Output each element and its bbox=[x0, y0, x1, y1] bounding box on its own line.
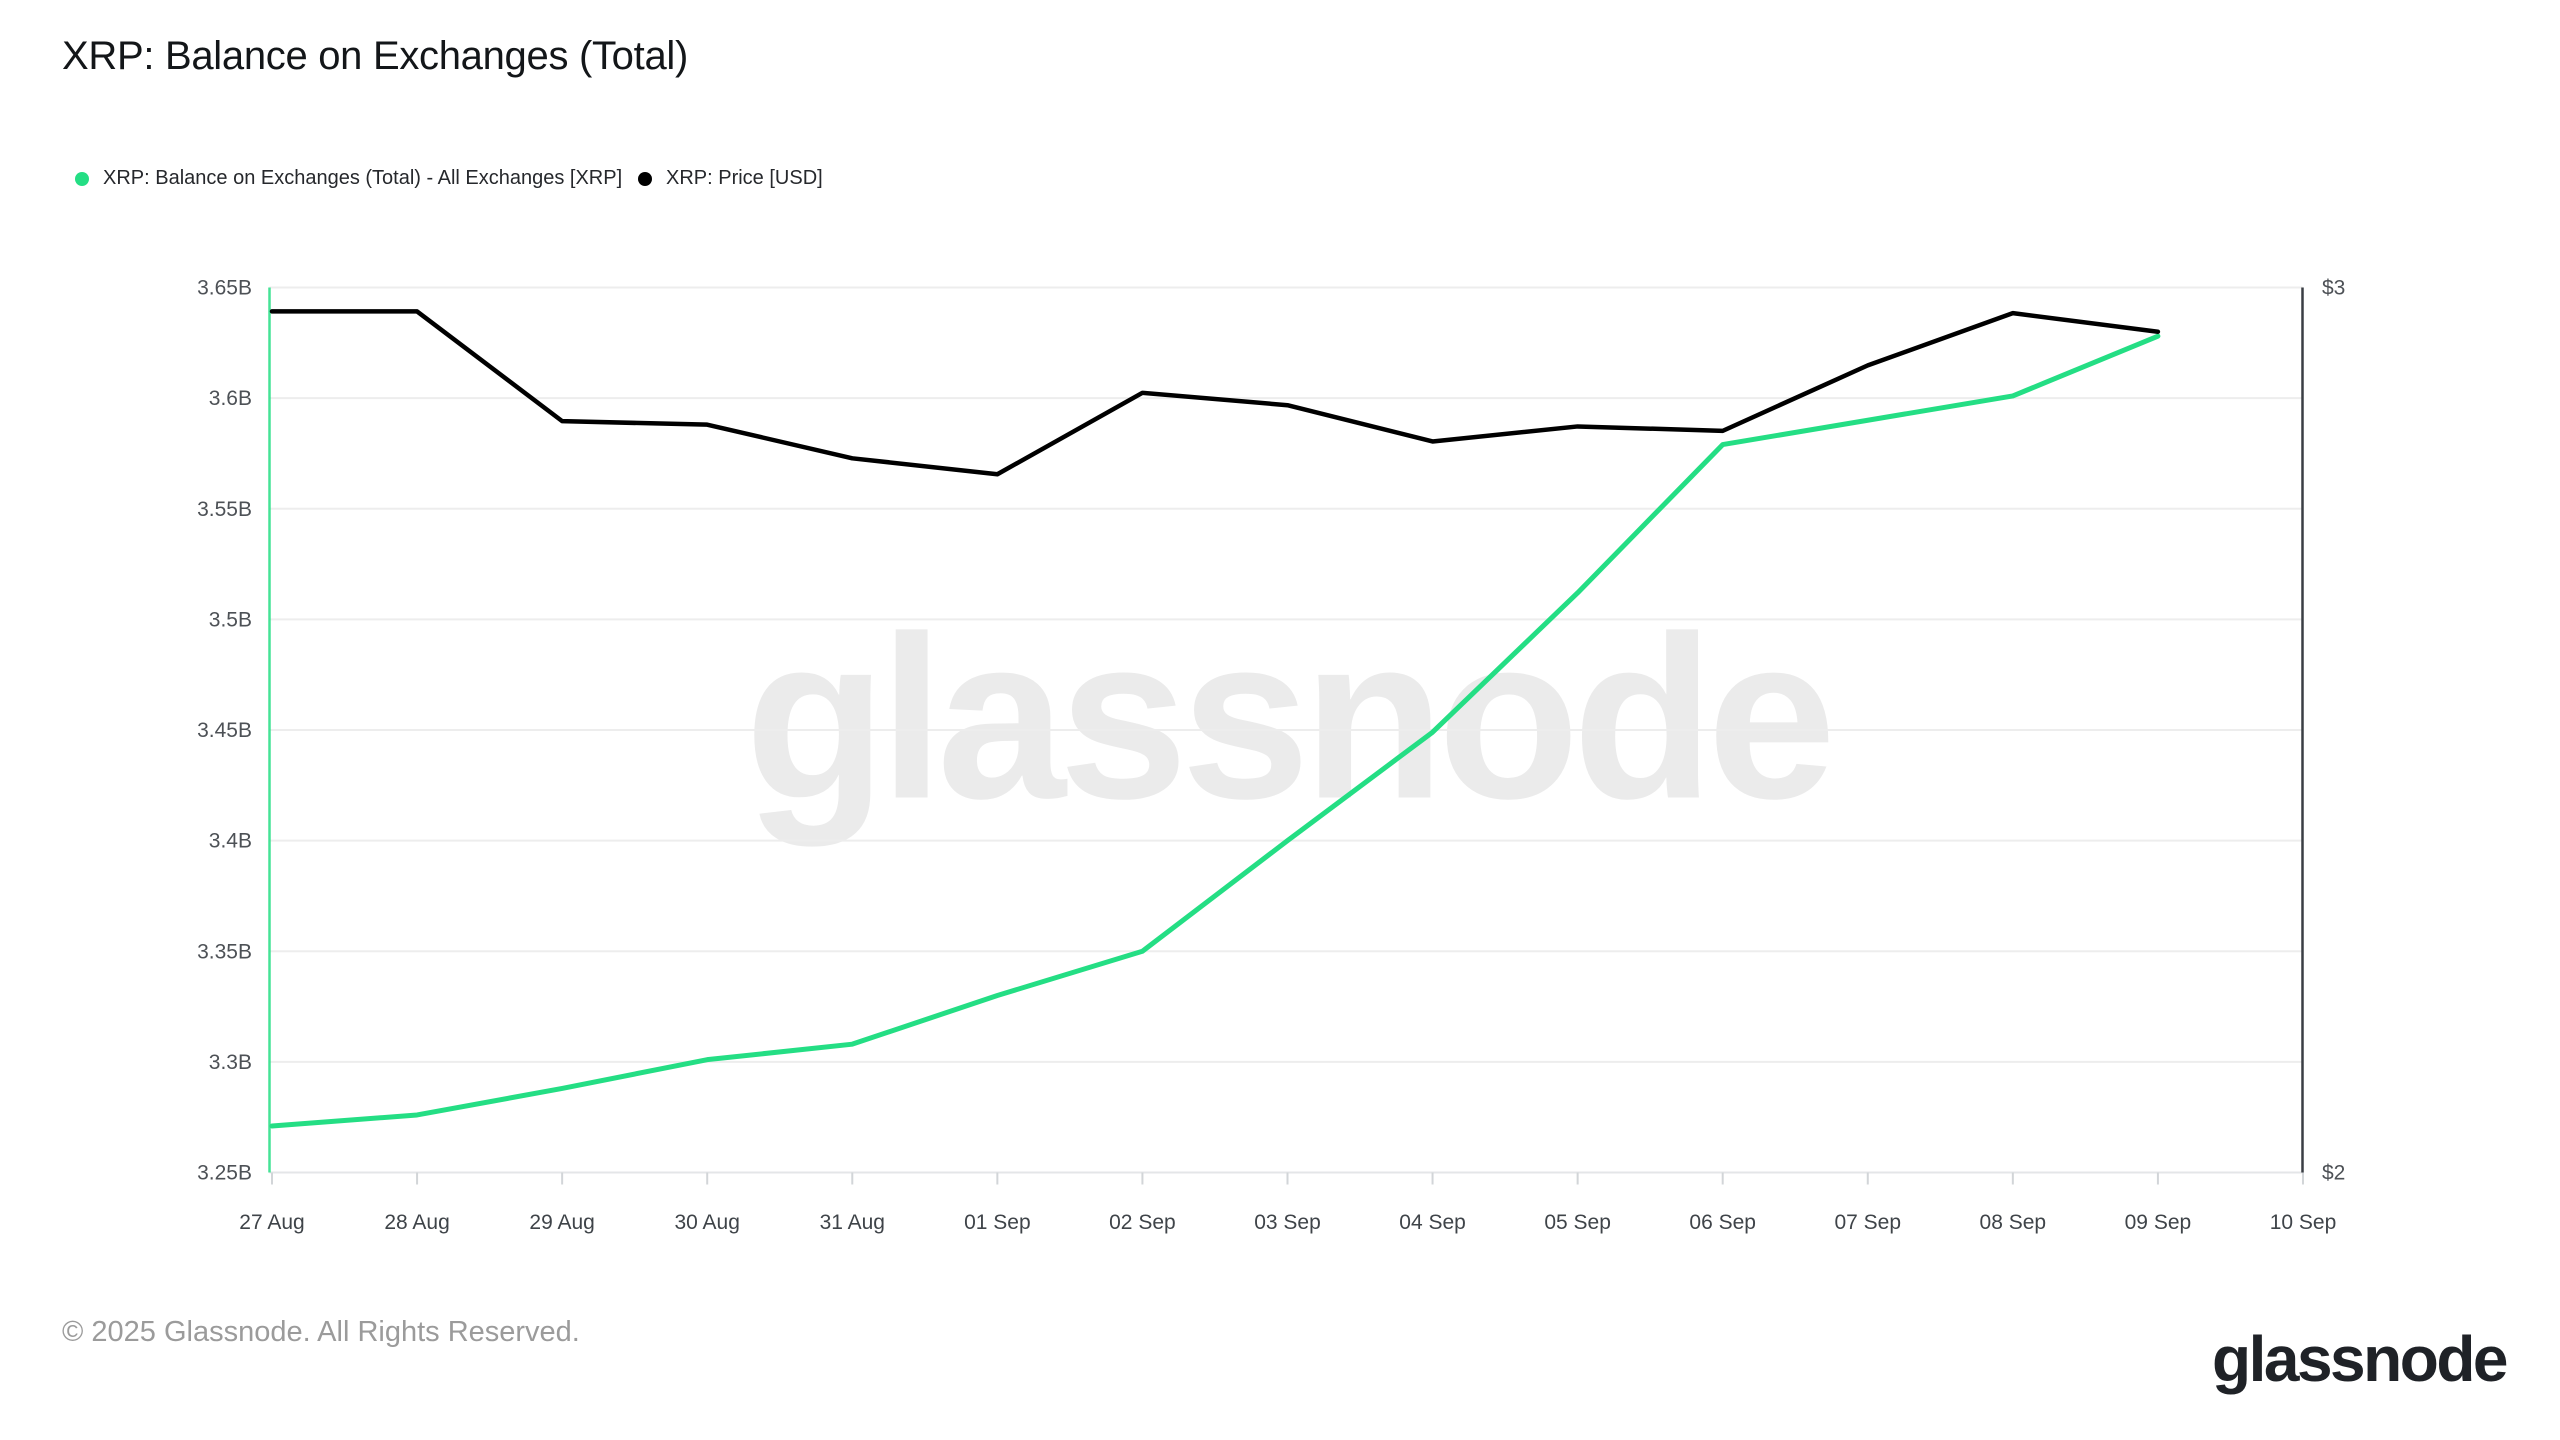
x-axis-tick-label: 01 Sep bbox=[964, 1211, 1031, 1234]
y-axis-tick-label-left: 3.45B bbox=[197, 719, 252, 742]
y-axis-tick-label-left: 3.4B bbox=[209, 830, 252, 853]
legend-swatch-price-icon bbox=[638, 171, 652, 186]
x-axis-tick-label: 07 Sep bbox=[1834, 1211, 1901, 1234]
series-line-price[interactable] bbox=[269, 309, 2161, 477]
x-axis-tick-label: 28 Aug bbox=[384, 1211, 449, 1234]
x-axis-tick-label: 09 Sep bbox=[2125, 1211, 2192, 1234]
y-axis-tick-label-right: $2 bbox=[2322, 1162, 2345, 1185]
glassnode-logo: glassnode bbox=[2211, 1323, 2509, 1395]
page-title: XRP: Balance on Exchanges (Total) bbox=[62, 34, 688, 78]
series-line-balance[interactable] bbox=[269, 333, 2161, 1129]
x-axis-tick-label: 04 Sep bbox=[1399, 1211, 1466, 1234]
x-axis-tick-label: 05 Sep bbox=[1544, 1211, 1611, 1234]
y-axis-tick-label-right: $3 bbox=[2322, 277, 2345, 300]
legend-item-balance[interactable]: XRP: Balance on Exchanges (Total) - All … bbox=[75, 167, 622, 190]
y-axis-tick-label-left: 3.3B bbox=[209, 1051, 252, 1074]
x-axis-tick-label: 31 Aug bbox=[820, 1211, 885, 1234]
y-axis-tick-label-left: 3.5B bbox=[209, 608, 252, 631]
y-axis-tick-label-left: 3.6B bbox=[209, 387, 252, 410]
y-axis-tick-label-left: 3.65B bbox=[197, 277, 252, 300]
legend-label-balance: XRP: Balance on Exchanges (Total) - All … bbox=[103, 167, 623, 189]
legend-swatch-balance-icon bbox=[75, 171, 89, 186]
x-axis-tick-label: 03 Sep bbox=[1254, 1211, 1321, 1234]
legend-item-price[interactable]: XRP: Price [USD] bbox=[638, 167, 823, 190]
x-axis-tick-label: 27 Aug bbox=[239, 1211, 304, 1234]
x-axis-tick-label: 06 Sep bbox=[1689, 1211, 1756, 1234]
x-axis-tick-label: 29 Aug bbox=[529, 1211, 594, 1234]
x-axis-tick-label: 02 Sep bbox=[1109, 1211, 1176, 1234]
x-axis-tick-label: 10 Sep bbox=[2270, 1211, 2337, 1234]
x-axis-tick-label: 08 Sep bbox=[1980, 1211, 2047, 1234]
y-axis-tick-label-left: 3.35B bbox=[197, 940, 252, 963]
y-axis-tick-label-left: 3.55B bbox=[197, 498, 252, 521]
y-axis-tick-label-left: 3.25B bbox=[197, 1162, 252, 1185]
legend-label-price: XRP: Price [USD] bbox=[666, 167, 823, 189]
copyright-text: © 2025 Glassnode. All Rights Reserved. bbox=[62, 1316, 580, 1348]
x-axis-tick-label: 30 Aug bbox=[675, 1211, 740, 1234]
